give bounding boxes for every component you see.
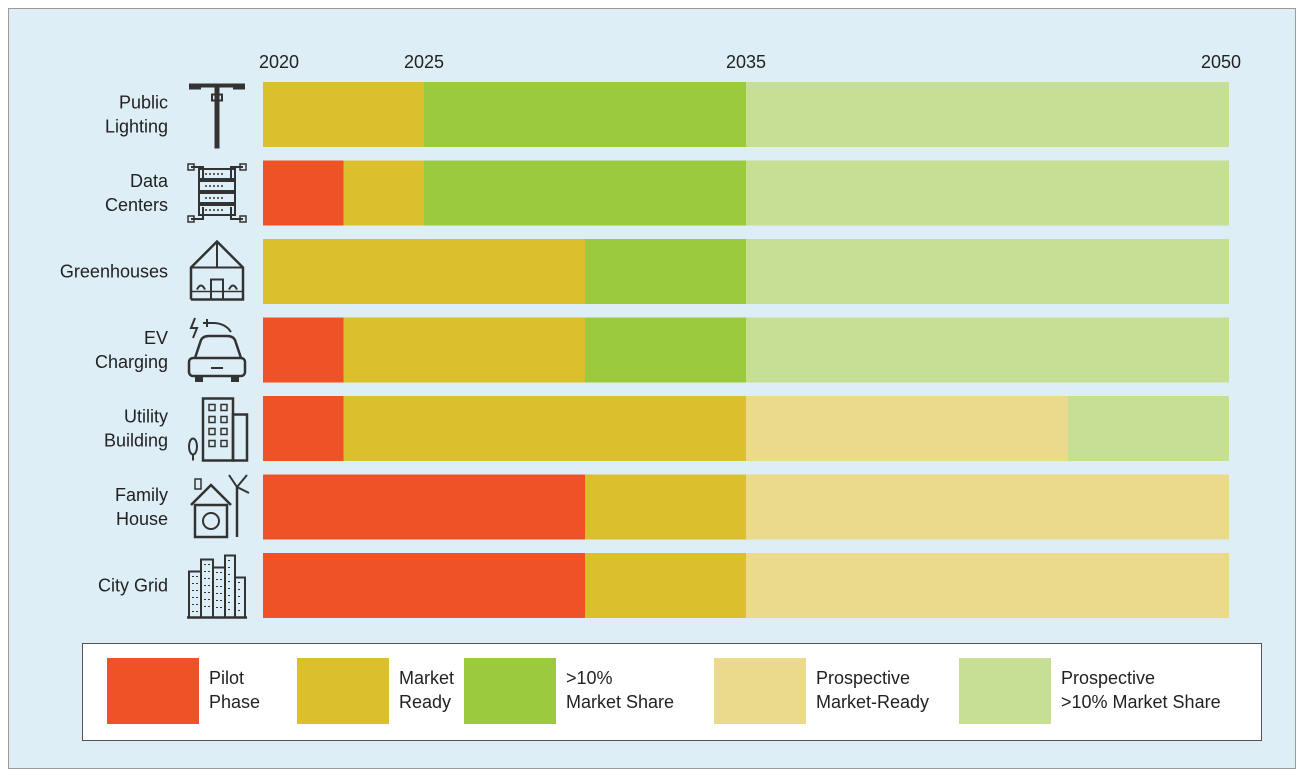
bar-segment-pilot	[263, 553, 585, 618]
legend: Pilot Phase Market Ready >10% Market Share…	[82, 643, 1262, 741]
category-label: Family House	[115, 485, 168, 529]
category-label: Utility Building	[104, 407, 168, 451]
bar-segment-prospective_share10	[746, 160, 1229, 226]
bar-segment-prospective_ready	[746, 474, 1229, 540]
x-tick-label: 2050	[1201, 52, 1241, 72]
bar-segment-share10	[424, 160, 746, 226]
category-label: Greenhouses	[60, 262, 168, 282]
office-building-icon	[188, 397, 249, 462]
bar-segment-market_ready	[585, 474, 746, 540]
legend-label: Market Ready	[399, 668, 455, 712]
server-rack-icon	[187, 163, 247, 223]
x-tick-label: 2035	[726, 52, 766, 72]
bar-segment-market_ready	[343, 160, 424, 226]
bar-segment-share10	[585, 239, 746, 304]
legend-swatch	[714, 658, 806, 724]
bar-segment-market_ready	[263, 82, 424, 147]
x-tick-label: 2025	[404, 52, 444, 72]
bar-segment-market_ready	[343, 317, 585, 383]
legend-label: Pilot Phase	[209, 668, 261, 712]
legend-swatch	[107, 658, 199, 724]
bar-segment-prospective_share10	[746, 239, 1229, 304]
bar-segment-pilot	[263, 317, 344, 383]
ev-charger-icon	[187, 317, 247, 382]
bar-segment-pilot	[263, 396, 344, 461]
bar-segment-pilot	[263, 474, 585, 540]
bar-segment-market_ready	[263, 239, 585, 304]
legend-swatch	[297, 658, 389, 724]
legend-label: >10% Market Share	[566, 668, 675, 712]
bar-segment-share10	[424, 82, 746, 147]
category-label: Data Centers	[105, 171, 169, 215]
bar-segment-market_ready	[343, 396, 746, 461]
bar-segment-prospective_share10	[746, 317, 1229, 383]
legend-swatch	[464, 658, 556, 724]
street-lamp-icon	[189, 83, 245, 149]
category-label: Public Lighting	[105, 93, 168, 137]
bar-segment-prospective_share10	[746, 82, 1229, 147]
bar-segment-prospective_ready	[746, 553, 1229, 618]
bar-segment-prospective_ready	[746, 396, 1068, 461]
greenhouse-icon	[189, 239, 245, 301]
legend-swatch	[959, 658, 1051, 724]
eco-house-icon	[190, 474, 250, 539]
city-skyline-icon	[187, 554, 247, 619]
bar-segment-pilot	[263, 160, 344, 226]
category-label: EV Charging	[95, 328, 168, 372]
bar-segment-prospective_share10	[1068, 396, 1229, 461]
bar-segment-market_ready	[585, 553, 746, 618]
legend-label: Prospective Market-Ready	[816, 668, 930, 712]
category-label: City Grid	[98, 576, 168, 596]
bar-segment-share10	[585, 317, 746, 383]
x-tick-label: 2020	[259, 52, 299, 72]
legend-label: Prospective >10% Market Share	[1061, 668, 1221, 712]
